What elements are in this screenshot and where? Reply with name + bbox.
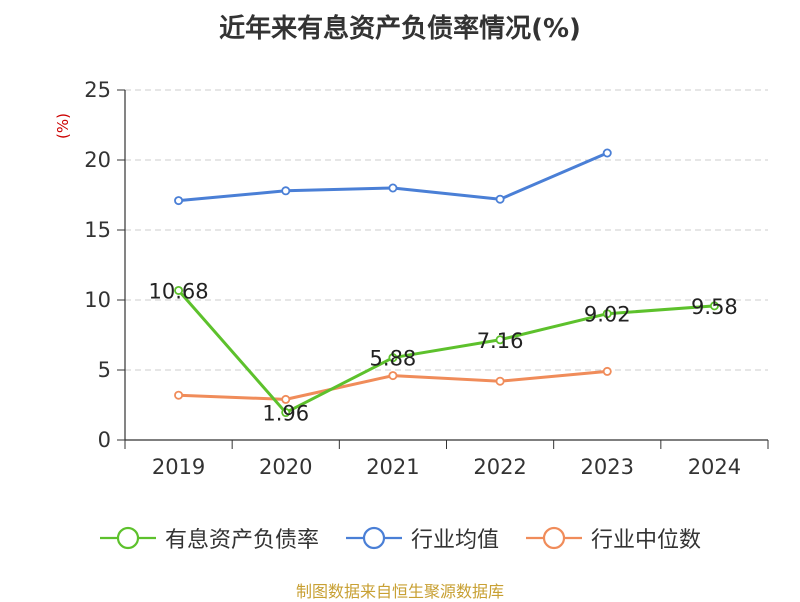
data-label: 7.16 xyxy=(477,329,524,353)
y-tick-label: 5 xyxy=(98,358,111,382)
y-tick-label: 0 xyxy=(98,428,111,452)
data-point xyxy=(388,353,398,363)
data-label: 5.88 xyxy=(370,347,417,371)
data-point xyxy=(174,390,184,400)
x-tick-label: 2021 xyxy=(366,455,419,479)
y-tick-label: 10 xyxy=(84,288,111,312)
legend-marker-icon xyxy=(99,526,156,550)
legend: 有息资产负债率 行业均值 行业中位数 xyxy=(0,520,800,556)
legend-item[interactable]: 有息资产负债率 xyxy=(99,522,319,554)
x-tick-label: 2024 xyxy=(688,455,741,479)
chart-title: 近年来有息资产负债率情况(%) xyxy=(219,14,581,44)
data-point xyxy=(602,148,612,158)
legend-marker-icon xyxy=(345,526,402,550)
x-tick-label: 2023 xyxy=(581,455,634,479)
data-label: 1.96 xyxy=(262,402,309,426)
legend-item[interactable]: 行业均值 xyxy=(345,522,499,554)
legend-marker-icon xyxy=(526,526,582,550)
grid-lines xyxy=(125,89,768,371)
legend-label: 行业均值 xyxy=(410,528,499,553)
y-axis-title: (%) xyxy=(54,113,72,139)
data-labels: 10.68 1.96 5.88 7.16 9.02 9.58 xyxy=(149,279,738,425)
data-point xyxy=(602,309,612,319)
data-label: 10.68 xyxy=(149,279,209,303)
series-group xyxy=(174,148,719,418)
data-label: 9.02 xyxy=(584,303,631,327)
data-point xyxy=(602,366,612,376)
data-point xyxy=(388,371,398,381)
series-line xyxy=(178,151,608,203)
data-point xyxy=(281,408,291,418)
y-tick-label: 15 xyxy=(84,218,111,242)
data-point xyxy=(174,196,184,206)
y-tick-label: 20 xyxy=(84,148,111,172)
data-point xyxy=(495,376,505,386)
legend-item[interactable]: 行业中位数 xyxy=(525,522,701,554)
data-label: 9.58 xyxy=(691,295,738,319)
series-line xyxy=(177,289,715,415)
data-point xyxy=(709,301,719,311)
data-point xyxy=(495,194,505,204)
data-point xyxy=(388,183,398,193)
x-tick-label: 2019 xyxy=(152,455,205,479)
axes: 0 5 10 15 20 25 (%) 2019 2020 2021 2022 2023 2024 xyxy=(54,78,769,479)
y-tick-label: 25 xyxy=(84,78,111,102)
legend-label: 行业中位数 xyxy=(591,528,702,553)
x-tick-label: 2022 xyxy=(473,455,526,479)
legend-label: 有息资产负债率 xyxy=(164,528,319,553)
data-point xyxy=(281,394,291,404)
data-point xyxy=(495,335,505,345)
x-tick-label: 2020 xyxy=(259,455,312,479)
data-point xyxy=(174,285,184,295)
data-point xyxy=(281,186,291,196)
source-note: 制图数据来自恒生聚源数据库 xyxy=(295,582,504,601)
